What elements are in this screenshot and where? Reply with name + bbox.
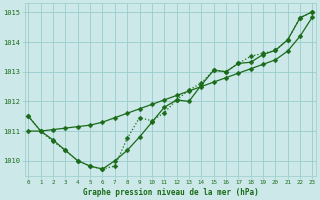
X-axis label: Graphe pression niveau de la mer (hPa): Graphe pression niveau de la mer (hPa) <box>83 188 258 197</box>
